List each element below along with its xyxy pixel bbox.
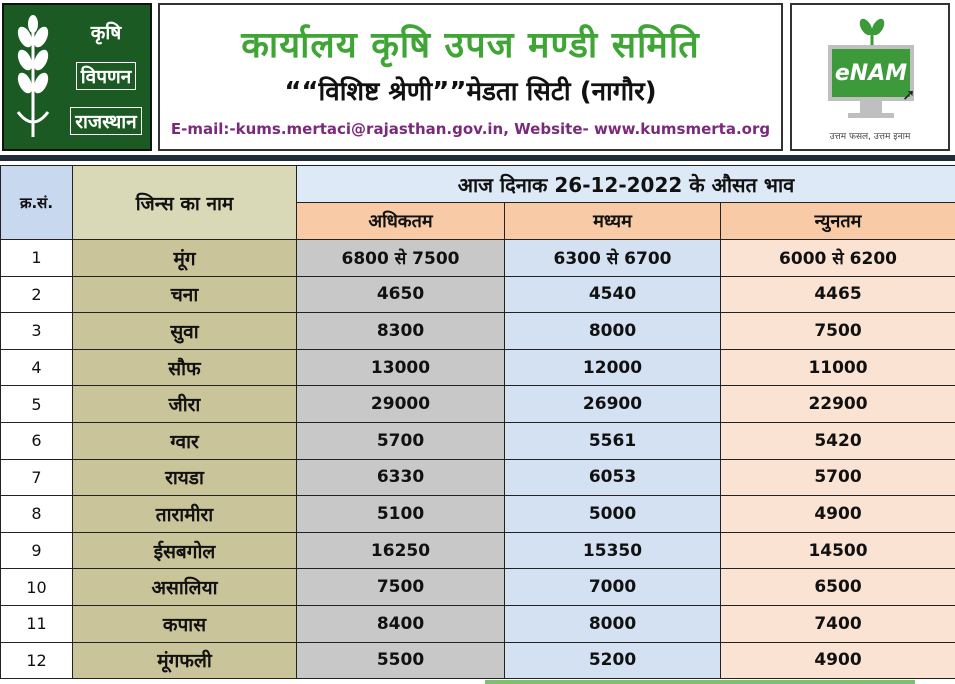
cell-commodity: मूंग bbox=[72, 239, 297, 277]
logo-text-rajasthan: राजस्थान bbox=[70, 106, 142, 135]
office-banner: कार्यालय कृषि उपज मण्डी समिति ““विशिष्ट … bbox=[158, 3, 783, 151]
header-mid: मध्यम bbox=[504, 202, 721, 240]
header-min: न्युनतम bbox=[719, 202, 955, 240]
logo-text-krishi: कृषि bbox=[90, 19, 122, 46]
cell-serial: 5 bbox=[0, 385, 73, 423]
cell-serial: 1 bbox=[0, 239, 73, 277]
cell-min: 6500 bbox=[719, 568, 955, 606]
cell-mid: 7000 bbox=[504, 568, 721, 606]
cell-max: 7500 bbox=[296, 568, 505, 606]
cell-serial: 6 bbox=[0, 421, 73, 460]
bottom-strip bbox=[485, 680, 915, 684]
price-table: क्र.सं. जिन्स का नाम आज दिनाक 26-12-2022… bbox=[0, 165, 955, 680]
cell-min: 14500 bbox=[719, 531, 955, 570]
cell-min: 5700 bbox=[719, 458, 955, 497]
cursor-icon: ➚ bbox=[902, 85, 916, 104]
table-row: 1 मूंग 6800 से 7500 6300 से 6700 6000 से 620… bbox=[0, 239, 955, 277]
monitor-icon: eNAM bbox=[828, 45, 914, 101]
cell-serial: 11 bbox=[0, 604, 73, 643]
enam-logo: eNAM ➚ उत्तम फसल, उत्तम इनाम bbox=[790, 3, 950, 151]
cell-serial: 9 bbox=[0, 531, 73, 570]
cell-commodity: तारामीरा bbox=[72, 495, 297, 533]
cell-min: 7500 bbox=[719, 312, 955, 350]
cell-max: 16250 bbox=[296, 531, 505, 570]
header-serial: क्र.सं. bbox=[0, 165, 73, 240]
cell-commodity: सौफ bbox=[72, 348, 297, 387]
cell-min: 11000 bbox=[719, 348, 955, 387]
cell-commodity: कपास bbox=[72, 604, 297, 643]
cell-commodity: जीरा bbox=[72, 385, 297, 423]
krishi-vipanan-logo: कृषि विपणन राजस्थान bbox=[2, 3, 152, 151]
cell-max: 6330 bbox=[296, 458, 505, 497]
table-row: 6 ग्वार 5700 5561 5420 bbox=[0, 421, 955, 460]
cell-mid: 12000 bbox=[504, 348, 721, 387]
cell-mid: 6053 bbox=[504, 458, 721, 497]
cell-max: 4650 bbox=[296, 275, 505, 314]
header-date: आज दिनाक 26-12-2022 के औसत भाव bbox=[295, 165, 955, 203]
table-row: 9 ईसबगोल 16250 15350 14500 bbox=[0, 531, 955, 570]
wheat-icon bbox=[4, 5, 62, 149]
cell-serial: 4 bbox=[0, 348, 73, 387]
table-row: 7 रायडा 6330 6053 5700 bbox=[0, 458, 955, 497]
enam-brand: eNAM bbox=[834, 60, 908, 86]
cell-serial: 10 bbox=[0, 568, 73, 606]
cell-max: 8300 bbox=[296, 312, 505, 350]
cell-min: 6000 से 6200 bbox=[719, 239, 955, 277]
table-row: 2 चना 4650 4540 4465 bbox=[0, 275, 955, 314]
cell-commodity: सुवा bbox=[72, 312, 297, 350]
office-title: कार्यालय कृषि उपज मण्डी समिति bbox=[241, 25, 700, 66]
cell-max: 5700 bbox=[296, 421, 505, 460]
header-divider bbox=[0, 155, 955, 161]
cell-min: 7400 bbox=[719, 604, 955, 643]
logo-text-vipanan: विपणन bbox=[75, 61, 137, 90]
cell-mid: 5000 bbox=[504, 495, 721, 533]
cell-commodity: ईसबगोल bbox=[72, 531, 297, 570]
table-row: 4 सौफ 13000 12000 11000 bbox=[0, 348, 955, 387]
cell-max: 13000 bbox=[296, 348, 505, 387]
cell-max: 5500 bbox=[296, 641, 505, 680]
cell-min: 5420 bbox=[719, 421, 955, 460]
cell-max: 5100 bbox=[296, 495, 505, 533]
cell-min: 22900 bbox=[719, 385, 955, 423]
cell-commodity: चना bbox=[72, 275, 297, 314]
cell-min: 4900 bbox=[719, 495, 955, 533]
table-row: 11 कपास 8400 8000 7400 bbox=[0, 604, 955, 643]
cell-mid: 5561 bbox=[504, 421, 721, 460]
enam-tagline: उत्तम फसल, उत्तम इनाम bbox=[829, 132, 911, 142]
cell-max: 8400 bbox=[296, 604, 505, 643]
cell-serial: 7 bbox=[0, 458, 73, 497]
cell-commodity: असालिया bbox=[72, 568, 297, 606]
cell-mid: 6300 से 6700 bbox=[504, 239, 721, 277]
cell-commodity: रायडा bbox=[72, 458, 297, 497]
cell-max: 29000 bbox=[296, 385, 505, 423]
header-commodity: जिन्स का नाम bbox=[72, 165, 297, 240]
cell-mid: 8000 bbox=[504, 312, 721, 350]
table-row: 3 सुवा 8300 8000 7500 bbox=[0, 312, 955, 350]
cell-min: 4900 bbox=[719, 641, 955, 680]
cell-min: 4465 bbox=[719, 275, 955, 314]
cell-serial: 12 bbox=[0, 641, 73, 680]
table-row: 10 असालिया 7500 7000 6500 bbox=[0, 568, 955, 606]
office-subtitle: ““विशिष्ट श्रेणी””मेडता सिटी (नागौर) bbox=[284, 77, 657, 107]
cell-mid: 5200 bbox=[504, 641, 721, 680]
cell-serial: 8 bbox=[0, 495, 73, 533]
cell-commodity: ग्वार bbox=[72, 421, 297, 460]
cell-mid: 8000 bbox=[504, 604, 721, 643]
page-header: कृषि विपणन राजस्थान कार्यालय कृषि उपज मण… bbox=[0, 0, 955, 155]
table-row: 8 तारामीरा 5100 5000 4900 bbox=[0, 495, 955, 533]
header-max: अधिकतम bbox=[296, 202, 505, 240]
cell-serial: 2 bbox=[0, 275, 73, 314]
contact-line: E-mail:-kums.mertaci@rajasthan.gov.in, W… bbox=[170, 120, 771, 138]
cell-mid: 15350 bbox=[504, 531, 721, 570]
sprout-icon bbox=[859, 18, 885, 47]
table-row: 12 मूंगफली 5500 5200 4900 bbox=[0, 641, 955, 680]
cell-commodity: मूंगफली bbox=[72, 641, 297, 680]
table-row: 5 जीरा 29000 26900 22900 bbox=[0, 385, 955, 423]
cell-mid: 26900 bbox=[504, 385, 721, 423]
cell-mid: 4540 bbox=[504, 275, 721, 314]
cell-max: 6800 से 7500 bbox=[296, 239, 505, 277]
cell-serial: 3 bbox=[0, 312, 73, 350]
